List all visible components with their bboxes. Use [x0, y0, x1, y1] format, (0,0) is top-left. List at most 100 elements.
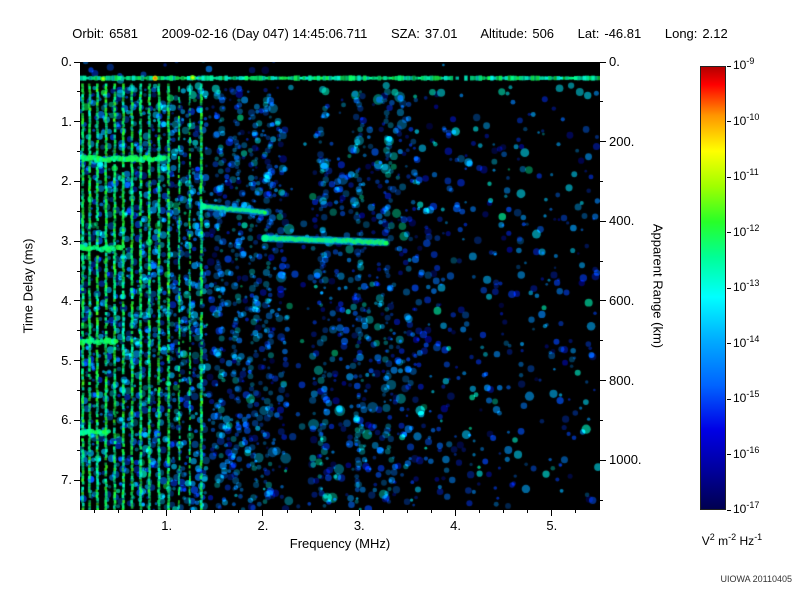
tick-mark — [600, 499, 603, 501]
tick-mark — [527, 510, 529, 513]
tick-mark — [382, 510, 384, 513]
tick-mark — [727, 398, 731, 400]
header-sza: SZA: 37.01 — [391, 26, 457, 41]
header-datetime: 2009-02-16 (Day 047) 14:45:06.711 — [162, 26, 368, 41]
y-right-tick-label: 800. — [609, 372, 635, 388]
altitude-value: 506 — [532, 26, 555, 41]
tick-mark — [600, 260, 603, 262]
tick-mark — [214, 510, 216, 513]
tick-mark — [600, 419, 603, 421]
tick-mark — [238, 510, 240, 513]
colorbar-tick-label: 10-13 — [733, 278, 760, 295]
orbit-label: Orbit: — [72, 26, 105, 41]
colorbar-tick-label: 10-14 — [733, 333, 760, 350]
tick-mark — [77, 210, 80, 212]
colorbar-tick-label: 10-17 — [733, 500, 760, 517]
lat-label: Lat: — [577, 26, 600, 41]
tick-mark — [600, 380, 606, 382]
tick-mark — [142, 510, 144, 513]
tick-mark — [118, 510, 120, 513]
tick-mark — [74, 180, 80, 182]
x-axis-label: Frequency (MHz) — [289, 536, 391, 551]
tick-mark — [727, 232, 731, 233]
tick-mark — [74, 61, 80, 63]
tick-mark — [600, 141, 606, 143]
y-right-tick-label: 1000. — [609, 452, 642, 468]
colorbar-tick-label: 10-11 — [733, 167, 759, 184]
tick-mark — [77, 449, 80, 451]
tick-mark — [600, 220, 606, 222]
y-left-tick-label: 1. — [61, 113, 72, 129]
tick-mark — [727, 121, 731, 122]
tick-mark — [600, 180, 603, 182]
tick-mark — [310, 510, 312, 513]
header-long: Long: 2.12 — [665, 26, 728, 41]
tick-mark — [77, 330, 80, 332]
tick-mark — [77, 390, 80, 392]
tick-mark — [74, 121, 80, 123]
x-tick-label: 1. — [161, 518, 173, 533]
tick-mark — [727, 176, 731, 178]
tick-mark — [430, 510, 432, 513]
tick-mark — [600, 300, 606, 302]
y-axis-label-right: Apparent Range (km) — [650, 223, 666, 349]
long-value: 2.12 — [702, 26, 728, 41]
tick-mark — [479, 510, 481, 513]
tick-mark — [600, 459, 606, 461]
tick-mark — [600, 340, 603, 342]
colorbar-tick-label: 10-16 — [733, 444, 760, 461]
watermark: UIOWA 20110405 — [720, 574, 792, 584]
colorbar — [700, 66, 726, 510]
tick-mark — [166, 510, 168, 516]
tick-mark — [77, 270, 80, 272]
y-right-tick-label: 400. — [609, 213, 635, 229]
sza-value: 37.01 — [424, 26, 458, 41]
x-tick-label: 5. — [546, 518, 558, 533]
y-left-tick-label: 7. — [61, 472, 72, 488]
tick-mark — [727, 343, 731, 344]
tick-mark — [575, 510, 577, 513]
header-lat: Lat: -46.81 — [578, 26, 642, 41]
tick-mark — [77, 151, 80, 153]
y-left-tick-label: 5. — [61, 352, 72, 368]
tick-mark — [74, 419, 80, 421]
tick-mark — [286, 510, 288, 513]
tick-mark — [727, 509, 731, 511]
altitude-label: Altitude: — [480, 26, 528, 41]
orbit-value: 6581 — [109, 26, 138, 41]
y-left-tick-label: 0. — [61, 54, 72, 69]
tick-mark — [334, 510, 336, 513]
y-right-tick-label: 200. — [609, 133, 635, 149]
tick-mark — [74, 360, 80, 362]
tick-mark — [74, 300, 80, 302]
y-left-tick-label: 2. — [61, 173, 72, 189]
colorbar-unit-label: V2 m-2 Hz-1 — [701, 532, 763, 549]
tick-mark — [93, 510, 95, 513]
colorbar-tick-label: 10-15 — [733, 389, 760, 406]
x-tick-label: 2. — [257, 518, 269, 533]
tick-mark — [727, 287, 731, 289]
header-altitude: Altitude: 506 — [480, 26, 554, 41]
tick-mark — [503, 510, 505, 513]
y-left-tick-label: 3. — [61, 233, 72, 249]
tick-mark — [74, 240, 80, 242]
y-right-tick-label: 600. — [609, 292, 635, 308]
colorbar-tick-label: 10-10 — [733, 111, 760, 128]
header: Orbit: 6581 2009-02-16 (Day 047) 14:45:06… — [0, 26, 800, 41]
y-right-tick-label: 0. — [609, 54, 620, 69]
x-tick-label: 4. — [450, 518, 461, 533]
plot-area — [80, 62, 600, 510]
sza-label: SZA: — [391, 26, 420, 41]
tick-mark — [600, 101, 603, 103]
colorbar-gradient — [701, 67, 725, 509]
y-left-tick-label: 4. — [61, 292, 72, 308]
tick-mark — [406, 510, 408, 513]
tick-mark — [74, 479, 80, 481]
x-tick-label: 3. — [353, 518, 365, 533]
tick-mark — [77, 91, 80, 93]
tick-mark — [455, 510, 457, 516]
tick-mark — [551, 510, 553, 516]
colorbar-tick-label: 10-12 — [733, 222, 760, 239]
y-left-tick-label: 6. — [61, 412, 72, 428]
